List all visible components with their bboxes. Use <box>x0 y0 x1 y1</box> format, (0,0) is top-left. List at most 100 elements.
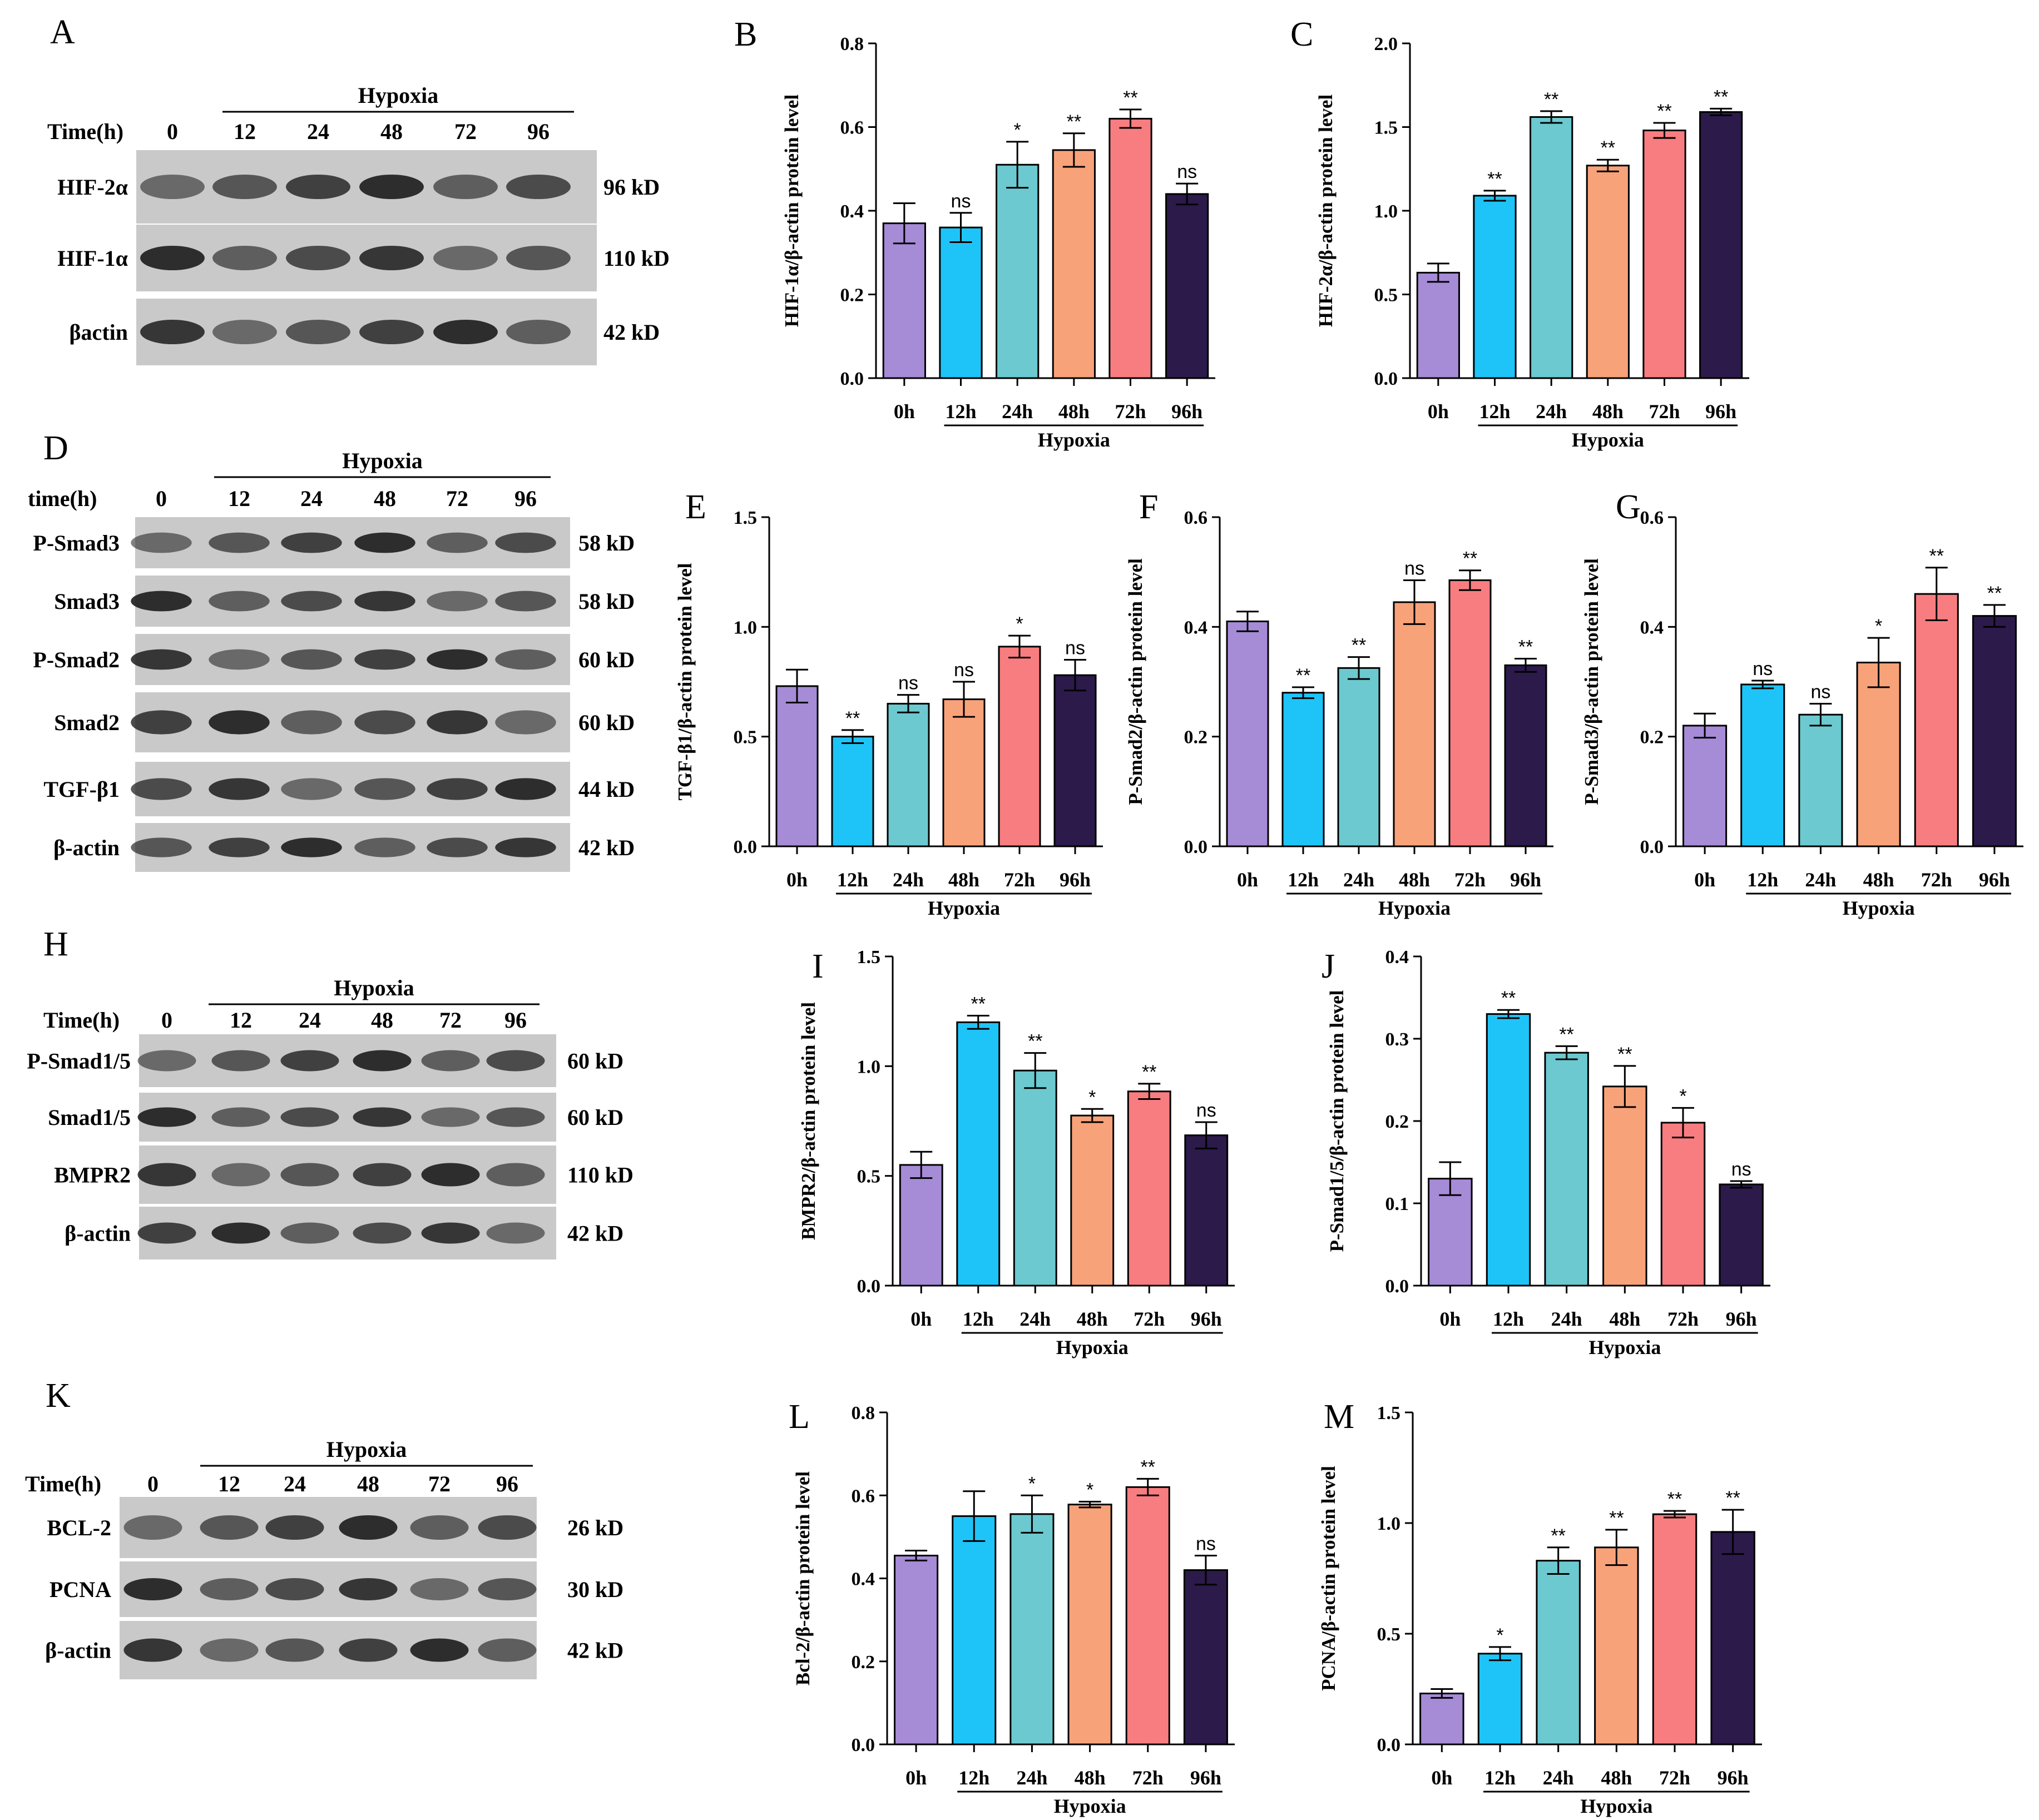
chart-I: 0.0 0.5 1.0 1.5 BMPR2/β-actin protein level 0… <box>798 947 1235 1358</box>
blot-row-4: TGF-β1 44 kD <box>43 762 635 816</box>
blot-band <box>281 710 342 735</box>
error-bar-24h <box>1348 656 1370 680</box>
bar-72h <box>1660 1122 1706 1287</box>
error-bar-12h <box>842 729 864 745</box>
hypoxia-label: Hypoxia <box>928 897 1000 919</box>
blot-band <box>433 175 498 199</box>
blot-row-1: HIF-1α 110 kD <box>57 225 670 291</box>
error-bar-12h <box>1497 1009 1520 1019</box>
y-axis-label: P-Smad1/5/β-actin protein level <box>1326 990 1348 1252</box>
blot-band <box>486 1107 545 1127</box>
bar-48h <box>1070 1114 1115 1287</box>
bar-0h <box>899 1164 943 1287</box>
y-tick-label: 0.4 <box>840 201 864 222</box>
error-bar-24h <box>1024 1052 1047 1089</box>
error-bar-48h <box>1078 1500 1101 1509</box>
molecular-weight-label: 42 kD <box>603 320 660 345</box>
protein-label: Smad2 <box>54 710 120 735</box>
y-tick-label: 0.0 <box>1385 1276 1409 1297</box>
blot-band <box>353 1050 412 1072</box>
blot-band <box>339 1578 398 1600</box>
y-tick-label: 0.2 <box>1385 1112 1409 1132</box>
time-label: 48 <box>357 1471 379 1496</box>
significance-label: * <box>1014 120 1021 141</box>
blot-band <box>286 175 350 199</box>
bar-96h <box>1504 664 1547 847</box>
bar-72h <box>1125 1486 1170 1745</box>
x-tick-label: 24h <box>1551 1308 1582 1330</box>
blot-band <box>427 837 488 857</box>
panel-letter-J: J <box>1322 948 1335 985</box>
blot-band <box>506 175 571 199</box>
x-tick-label: 48h <box>1601 1767 1632 1789</box>
bar-12h <box>956 1021 1001 1287</box>
x-tick-label: 12h <box>1479 400 1510 423</box>
bar-0h <box>894 1554 939 1745</box>
error-bar-48h <box>1062 132 1085 168</box>
bar-0h <box>1419 1692 1464 1745</box>
x-tick-label: 96h <box>1060 869 1091 891</box>
significance-label: ns <box>1731 1159 1751 1180</box>
error-bar-12h <box>967 1015 989 1030</box>
blot-band <box>209 837 270 857</box>
protein-label: TGF-β1 <box>43 777 120 802</box>
blot-row-0: HIF-2α 96 kD <box>57 150 660 224</box>
bar-12h <box>1477 1653 1523 1745</box>
significance-label: ** <box>1725 1487 1740 1509</box>
error-bar-72h <box>1664 1510 1686 1519</box>
error-bar-0h <box>893 202 915 245</box>
blot-band <box>281 778 342 800</box>
significance-label: ns <box>898 673 918 694</box>
bar-0h <box>1416 271 1460 379</box>
bar-96h <box>1699 111 1743 379</box>
blot-band <box>123 1578 182 1600</box>
blot-band <box>354 837 415 857</box>
x-tick-label: 24h <box>1543 1767 1574 1789</box>
significance-label: ** <box>1617 1044 1632 1065</box>
blot-band <box>211 1050 270 1072</box>
error-bar-96h <box>1983 604 2006 628</box>
y-tick-label: 0.5 <box>1377 1624 1401 1645</box>
blot-band <box>281 649 342 670</box>
bar-96h <box>1165 193 1209 379</box>
hypoxia-label: Hypoxia <box>1378 897 1451 919</box>
blot-band <box>354 591 415 612</box>
blot-band <box>131 710 192 735</box>
x-tick-label: 72h <box>1667 1308 1699 1330</box>
error-bar-24h <box>1021 1494 1043 1534</box>
y-axis-label: BMPR2/β-actin protein level <box>798 1002 819 1240</box>
x-tick-label: 24h <box>1343 869 1374 891</box>
blot-band <box>209 778 270 800</box>
panel-letter-G: G <box>1616 488 1641 526</box>
x-tick-label: 0h <box>1237 869 1258 891</box>
x-tick-label: 96h <box>1510 869 1541 891</box>
bar-24h <box>1536 1560 1581 1745</box>
time-label: 12 <box>218 1471 240 1496</box>
x-tick-label: 12h <box>1747 869 1778 891</box>
blot-band <box>353 1222 412 1244</box>
bar-96h <box>1972 615 2017 847</box>
time-label: 48 <box>371 1008 393 1033</box>
blot-band <box>123 1515 182 1540</box>
bar-12h <box>952 1515 997 1745</box>
bar-72h <box>1127 1090 1171 1287</box>
y-tick-label: 0.0 <box>857 1276 881 1297</box>
bar-24h <box>1337 667 1380 847</box>
y-tick-label: 0.4 <box>1184 617 1208 638</box>
protein-label: P-Smad1/5 <box>27 1049 131 1074</box>
time-label: 48 <box>374 486 396 511</box>
y-tick-label: 1.5 <box>857 947 881 968</box>
blot-band <box>354 649 415 670</box>
y-tick-label: 0.6 <box>1184 508 1208 528</box>
protein-label: P-Smad3 <box>33 530 120 556</box>
protein-label: HIF-2α <box>57 175 128 200</box>
hypoxia-label: Hypoxia <box>1580 1795 1652 1817</box>
x-tick-label: 0h <box>786 869 808 891</box>
y-axis-label: P-Smad3/β-actin protein level <box>1581 558 1602 805</box>
protein-label: β-actin <box>65 1221 131 1246</box>
blot-band <box>495 837 556 857</box>
bar-24h <box>1544 1052 1589 1287</box>
bar-48h <box>1393 601 1436 847</box>
blot-band <box>281 532 342 553</box>
